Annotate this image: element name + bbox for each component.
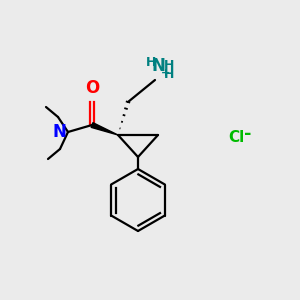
Text: -: -	[244, 125, 251, 143]
Text: H: H	[164, 59, 174, 72]
Text: H: H	[146, 56, 156, 69]
Text: Cl: Cl	[228, 130, 244, 146]
Text: N: N	[52, 123, 66, 141]
Polygon shape	[91, 123, 118, 135]
Text: +: +	[161, 68, 171, 78]
Text: O: O	[85, 79, 99, 97]
Text: H: H	[164, 68, 174, 81]
Text: N: N	[151, 57, 165, 75]
